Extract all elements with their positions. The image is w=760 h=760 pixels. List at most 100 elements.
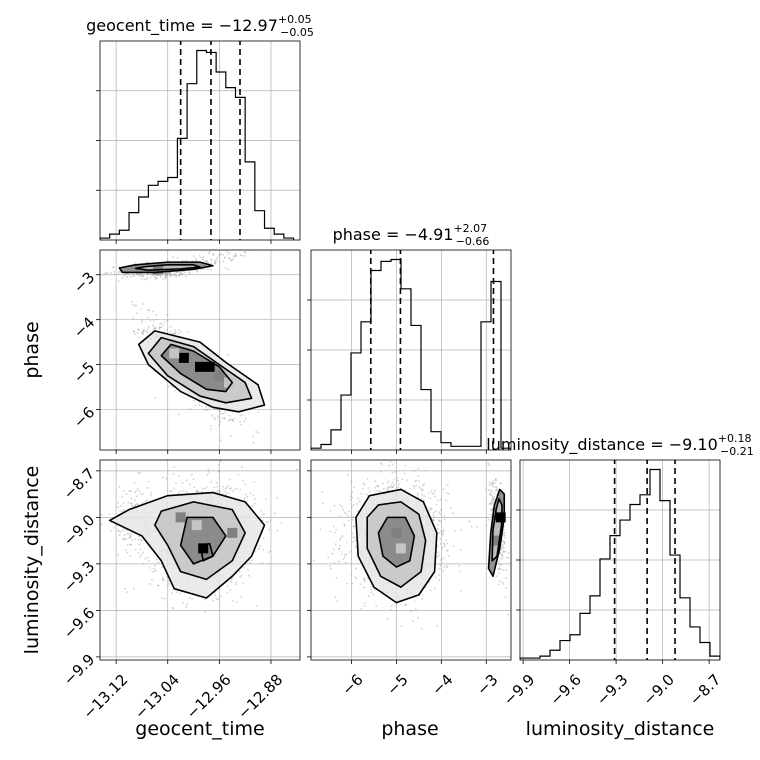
scatter-point: [154, 397, 157, 399]
x-tick-label: −12.96: [183, 671, 235, 723]
scatter-point: [210, 428, 212, 431]
scatter-point: [249, 562, 252, 564]
scatter-point: [330, 567, 332, 570]
scatter-point: [431, 493, 434, 495]
scatter-point: [136, 272, 138, 275]
scatter-point: [127, 273, 130, 276]
scatter-point: [242, 582, 244, 584]
scatter-point: [219, 410, 222, 413]
scatter-point: [219, 490, 221, 493]
scatter-point: [142, 551, 145, 554]
scatter-point: [214, 261, 217, 264]
contour-line: [108, 491, 266, 599]
scatter-point: [333, 525, 335, 528]
scatter-point: [127, 533, 130, 535]
scatter-point: [233, 417, 236, 420]
scatter-point: [262, 548, 265, 551]
scatter-point: [495, 486, 498, 489]
scatter-point: [364, 601, 367, 604]
scatter-point: [419, 487, 422, 490]
pair-body: [100, 250, 266, 444]
scatter-point: [241, 413, 244, 416]
scatter-point: [397, 486, 400, 489]
scatter-point: [388, 486, 391, 488]
scatter-point: [403, 472, 406, 475]
scatter-point: [243, 497, 246, 500]
scatter-point: [213, 418, 216, 421]
scatter-point: [154, 278, 157, 281]
scatter-point: [494, 478, 497, 481]
scatter-point: [129, 490, 132, 493]
scatter-point: [136, 503, 139, 506]
scatter-point: [140, 277, 143, 280]
scatter-point: [159, 323, 162, 325]
scatter-point: [240, 595, 242, 598]
scatter-point: [164, 273, 167, 276]
scatter-point: [230, 435, 232, 438]
scatter-point: [391, 486, 394, 489]
scatter-point: [163, 321, 166, 323]
scatter-point: [132, 274, 135, 277]
histogram-luminosity_distance: −9.9 −9.6 −9.3 −9.0 −8.7 luminosity_distance …: [486, 432, 753, 709]
density-block: [391, 527, 402, 538]
scatter-point: [146, 328, 149, 330]
scatter-point: [438, 567, 441, 570]
scatter-point: [153, 570, 156, 573]
scatter-point: [196, 489, 199, 492]
scatter-point: [226, 591, 229, 594]
scatter-point: [129, 543, 132, 546]
scatter-point: [378, 490, 381, 493]
scatter-point: [177, 492, 180, 495]
scatter-point: [421, 484, 424, 487]
density-block: [178, 352, 189, 363]
scatter-point: [239, 414, 242, 417]
scatter-point: [228, 251, 231, 254]
scatter-point: [351, 518, 354, 521]
scatter-point: [440, 498, 442, 501]
scatter-point: [133, 587, 135, 590]
scatter-point: [152, 274, 155, 277]
scatter-point: [329, 530, 332, 533]
scatter-point: [139, 273, 142, 275]
density-block: [495, 512, 506, 523]
scatter-point: [273, 512, 276, 515]
scatter-point: [181, 272, 183, 275]
scatter-point: [166, 259, 169, 262]
scatter-point: [370, 588, 373, 591]
scatter-point: [339, 539, 342, 541]
scatter-point: [156, 274, 159, 277]
scatter-point: [206, 409, 209, 412]
x-tick-label: −9.3: [593, 671, 631, 709]
scatter-point: [162, 324, 165, 327]
scatter-point: [172, 256, 175, 258]
scatter-point: [134, 503, 137, 506]
scatter-point: [366, 478, 369, 480]
scatter-point: [441, 546, 444, 549]
density-block: [214, 370, 225, 381]
scatter-point: [501, 557, 504, 560]
scatter-point: [140, 553, 143, 556]
scatter-point: [176, 591, 178, 594]
scatter-point: [181, 259, 184, 262]
scatter-point: [218, 254, 220, 257]
scatter-point: [164, 272, 167, 275]
scatter-point: [217, 470, 220, 473]
scatter-point: [193, 486, 196, 489]
scatter-point: [176, 257, 179, 259]
scatter-point: [484, 488, 487, 491]
scatter-point: [349, 495, 352, 497]
scatter-point: [410, 610, 412, 613]
y-tick-label: −6: [70, 403, 98, 431]
scatter-point: [144, 557, 147, 560]
histogram-step: [311, 258, 511, 450]
x-tick-label: −3: [473, 671, 501, 699]
scatter-point: [442, 570, 445, 572]
scatter-point: [226, 584, 229, 587]
scatter-point: [170, 490, 173, 493]
scatter-point: [234, 255, 237, 258]
scatter-point: [135, 304, 138, 307]
scatter-point: [333, 531, 336, 534]
scatter-point: [377, 485, 380, 488]
scatter-point: [502, 544, 505, 546]
scatter-point: [153, 564, 156, 567]
